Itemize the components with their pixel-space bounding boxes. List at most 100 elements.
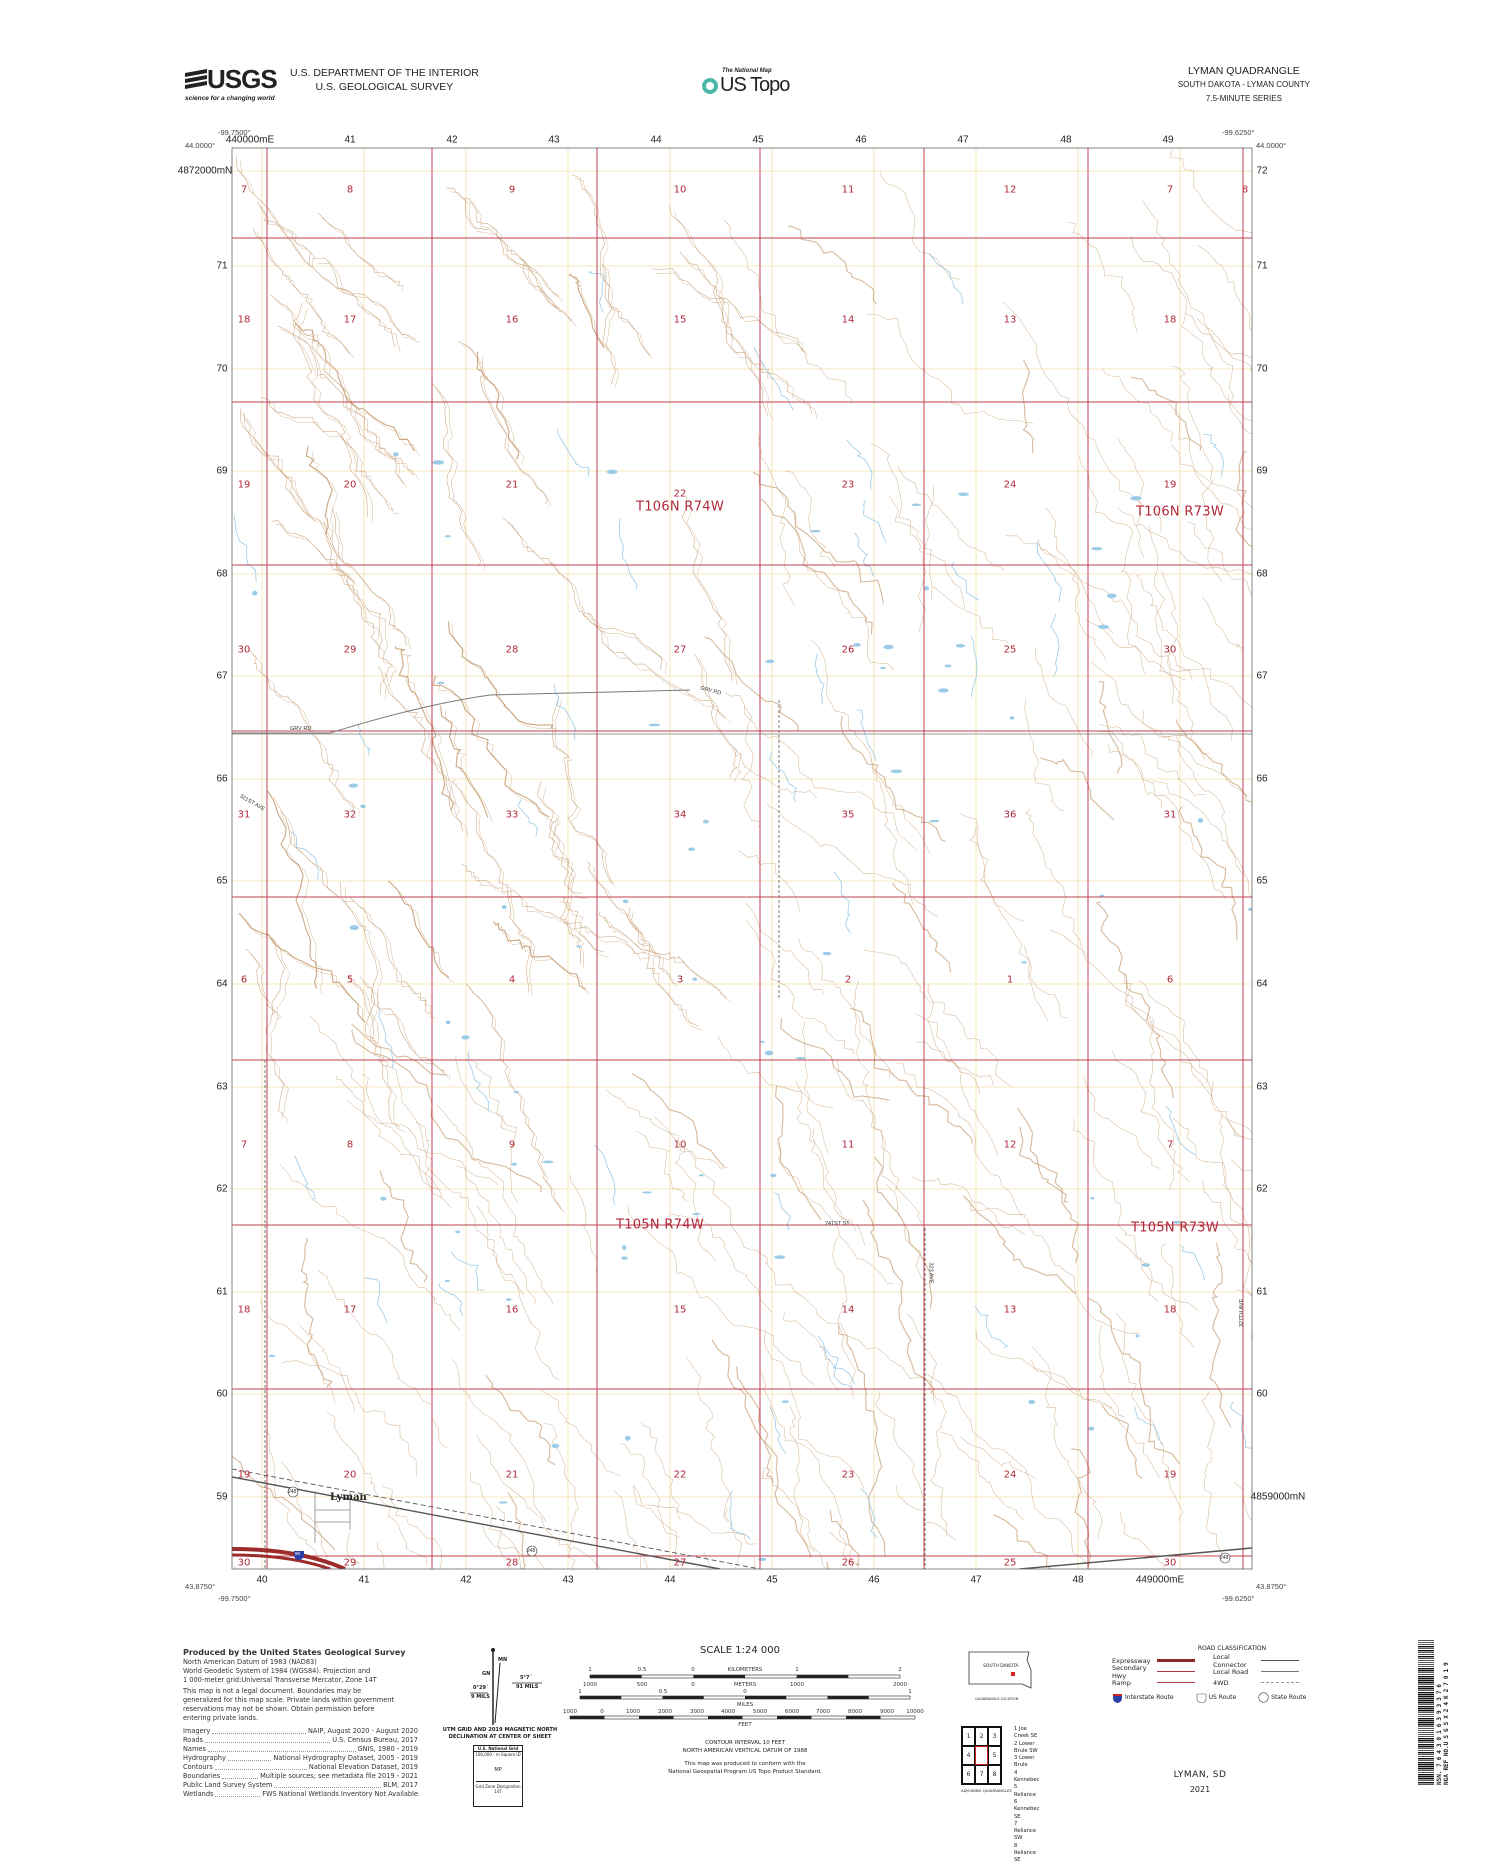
disclaimer-line: entering private lands. bbox=[183, 1714, 259, 1722]
index-contour bbox=[704, 636, 799, 731]
pond bbox=[1248, 907, 1252, 911]
pond bbox=[348, 783, 359, 788]
section-number: 12 bbox=[1003, 184, 1017, 196]
contour-line bbox=[461, 344, 552, 507]
barcode-bar bbox=[1418, 1776, 1434, 1778]
contour-line bbox=[761, 1372, 860, 1569]
place-name-lyman: Lyman bbox=[330, 1492, 367, 1503]
contour-line bbox=[246, 418, 317, 522]
stream bbox=[817, 1335, 856, 1385]
contour-line bbox=[481, 356, 524, 465]
contour-line bbox=[932, 586, 1009, 644]
barcode-bar bbox=[1418, 1722, 1434, 1724]
scale-bar-segment bbox=[827, 1696, 869, 1699]
contour-line bbox=[341, 571, 398, 700]
survey-name: U.S. GEOLOGICAL SURVEY bbox=[315, 81, 454, 93]
usgs-tagline: science for a changing world bbox=[185, 95, 275, 102]
state-route-number: 248 bbox=[527, 1548, 536, 1554]
pond bbox=[810, 529, 821, 533]
ft-tick: 6000 bbox=[785, 1709, 799, 1715]
barcode-bar bbox=[1418, 1750, 1434, 1751]
legend-secondary: Secondary Hwy bbox=[1112, 1663, 1147, 1680]
barcode-bar bbox=[1418, 1698, 1434, 1700]
section-number: 15 bbox=[673, 1304, 687, 1316]
barcode-bar bbox=[1418, 1728, 1434, 1729]
mn-mils: 91 MILS bbox=[516, 1684, 539, 1690]
stream bbox=[1203, 433, 1224, 477]
contour-line bbox=[1037, 538, 1193, 682]
index-contour bbox=[1098, 681, 1123, 774]
northing-label: 61 bbox=[216, 1286, 228, 1298]
pond bbox=[551, 1443, 560, 1448]
topographic-map[interactable] bbox=[0, 0, 1500, 1813]
northing-label: 63 bbox=[216, 1081, 228, 1093]
barcode-bar bbox=[1418, 1658, 1434, 1659]
contour-line bbox=[466, 869, 652, 960]
pond bbox=[380, 1196, 387, 1201]
barcode-bar bbox=[1418, 1778, 1434, 1780]
credit-row: Roads U.S. Census Bureau, 2017 bbox=[183, 1736, 418, 1745]
pond bbox=[360, 804, 366, 809]
contour-line bbox=[785, 470, 836, 568]
contour-line bbox=[717, 1035, 834, 1108]
sheet-name: LYMAN, SD bbox=[1173, 1770, 1227, 1780]
barcode-bar bbox=[1418, 1712, 1434, 1713]
easting-label: 45 bbox=[752, 134, 764, 146]
index-contour bbox=[1095, 901, 1175, 1099]
pond bbox=[505, 1298, 512, 1301]
barcode-bar bbox=[1418, 1656, 1434, 1658]
section-number: 18 bbox=[237, 314, 251, 326]
stream bbox=[450, 1251, 485, 1291]
contour-line bbox=[761, 1467, 829, 1569]
contour-line bbox=[1115, 1312, 1184, 1522]
contour-line bbox=[1152, 780, 1252, 900]
northing-label: 67 bbox=[1256, 670, 1268, 682]
gzd-value: 14T bbox=[494, 1789, 502, 1794]
section-number: 34 bbox=[673, 809, 687, 821]
highway-248 bbox=[232, 1476, 721, 1569]
section-number: 18 bbox=[1163, 314, 1177, 326]
interstate-shield-icon bbox=[1113, 1693, 1122, 1703]
northing-label: 68 bbox=[1256, 568, 1268, 580]
stream bbox=[1050, 613, 1060, 676]
barcode-bar bbox=[1418, 1662, 1434, 1663]
contour-line bbox=[674, 211, 774, 421]
road-classification: ROAD CLASSIFICATION Expressway Secondary… bbox=[1112, 1645, 1352, 1703]
northing-label: 70 bbox=[1256, 363, 1268, 375]
contour-line bbox=[252, 227, 350, 354]
section-number: 31 bbox=[237, 809, 251, 821]
contour-line bbox=[1186, 521, 1252, 597]
section-number: 35 bbox=[841, 809, 855, 821]
easting-label: 44 bbox=[650, 134, 662, 146]
section-number: 19 bbox=[237, 479, 251, 491]
barcode-bar bbox=[1418, 1770, 1434, 1771]
gzd-label: Grid Zone Designation bbox=[475, 1784, 521, 1789]
km-tick: 1 bbox=[795, 1667, 799, 1673]
section-number: 33 bbox=[505, 809, 519, 821]
index-contour bbox=[1017, 1107, 1069, 1203]
contour-line bbox=[619, 1443, 680, 1539]
contour-line bbox=[518, 257, 572, 323]
scale-bar-segment bbox=[590, 1675, 642, 1678]
south-dakota-outline-icon bbox=[968, 1651, 1032, 1689]
road-label: 323 AVE bbox=[927, 1262, 934, 1284]
contour-line bbox=[918, 486, 934, 632]
nsn-label: NSN. bbox=[1436, 1770, 1443, 1785]
township-label: T105N R73W bbox=[1130, 1220, 1220, 1236]
adjoining-caption: ADJOINING QUADRANGLES bbox=[961, 1788, 1012, 1793]
section-number: 5 bbox=[346, 974, 354, 986]
contour-line bbox=[969, 1200, 1140, 1334]
disclaimer-line: reservations may not be shown. Obtain pe… bbox=[183, 1705, 375, 1713]
barcode-bar bbox=[1418, 1746, 1434, 1748]
section-number: 14 bbox=[841, 1304, 855, 1316]
department-name: U.S. DEPARTMENT OF THE INTERIOR bbox=[290, 67, 479, 79]
interstate-shield-icon bbox=[294, 1551, 304, 1560]
index-contour bbox=[993, 1514, 1052, 1569]
credit-item: Hydrography bbox=[183, 1754, 226, 1762]
contour-line bbox=[458, 341, 549, 504]
scale-bar-segment bbox=[796, 1675, 849, 1678]
quadrangle-location: SOUTH DAKOTA QUADRANGLE LOCATION bbox=[967, 1648, 1037, 1701]
contour-line bbox=[866, 313, 1034, 425]
barcode: NSN. 7643016393376 NGA REF NO.USGSX24K27… bbox=[1418, 1640, 1498, 1785]
contour-line bbox=[274, 299, 420, 480]
